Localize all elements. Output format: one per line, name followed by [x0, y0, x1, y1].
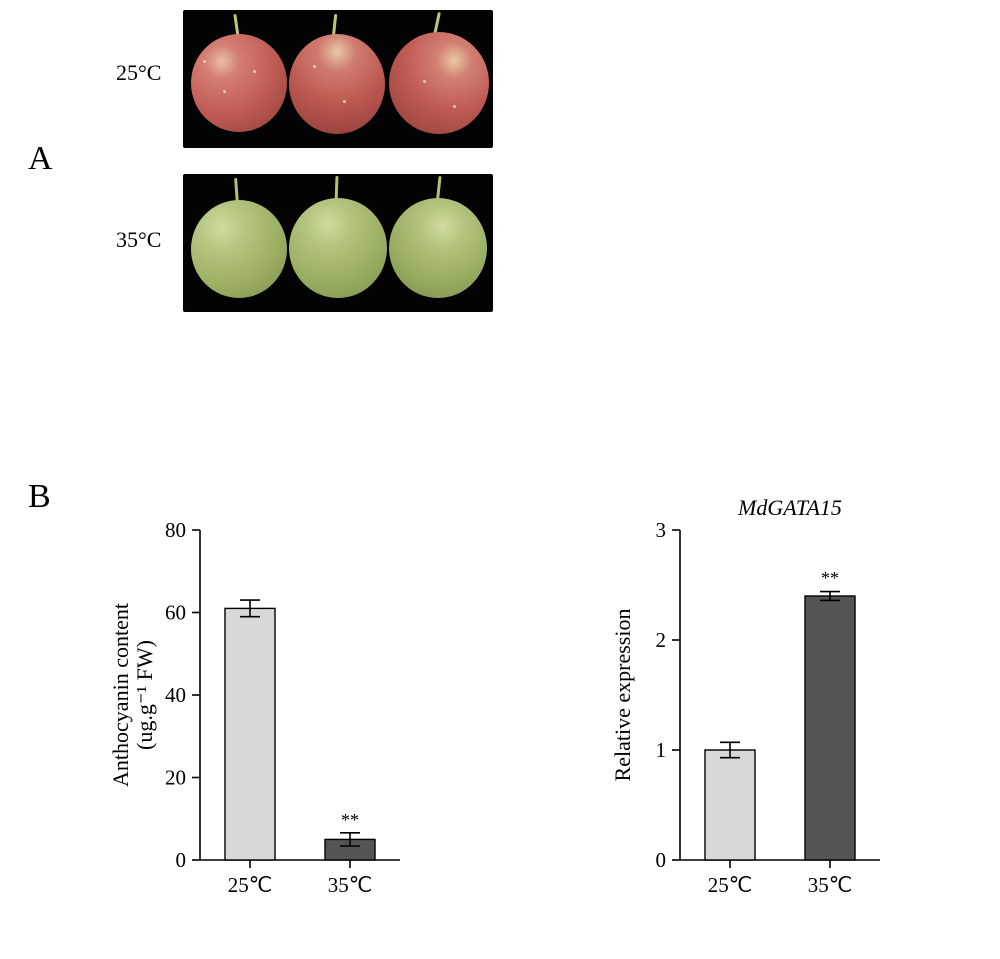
chart2-ytick-1: 1: [656, 738, 667, 762]
chart2-ytick-0: 0: [656, 848, 667, 872]
chart1-plot: 0 20 40 60 80: [108, 518, 400, 897]
photo-25c: [183, 10, 493, 148]
chart2-title: MdGATA15: [690, 495, 890, 521]
chart1-ytick-0: 0: [176, 848, 187, 872]
chart2-bars: **: [705, 568, 855, 860]
chart1-ytick-80: 80: [165, 518, 186, 542]
chart1-ytick-60: 60: [165, 601, 186, 625]
chart2-yticks: 0 1 2 3: [656, 518, 681, 872]
panel-a-temp-25: 25°C: [116, 60, 161, 86]
chart1-sig-35: **: [341, 810, 359, 830]
chart1-yticks: 0 20 40 60 80: [165, 518, 200, 872]
chart2-sig-35: **: [821, 568, 839, 588]
chart2-bar-35: [805, 596, 855, 860]
chart2-x-25: 25℃: [708, 873, 753, 897]
panel-a-temp-35: 35°C: [116, 227, 161, 253]
chart1-ylabel2: (ug.g⁻¹ FW): [132, 640, 157, 750]
chart1-bars: **: [225, 600, 375, 860]
chart1-ylabel1: Anthocyanin content: [108, 603, 133, 787]
chart1-ytick-40: 40: [165, 683, 186, 707]
chart1-bar-25: [225, 608, 275, 860]
photo-35c: [183, 174, 493, 312]
chart-anthocyanin: 0 20 40 60 80: [100, 500, 460, 930]
chart-expression: MdGATA15 0 1 2 3: [600, 500, 930, 930]
chart2-x-35: 35℃: [808, 873, 853, 897]
chart2-ylabel: Relative expression: [610, 609, 635, 782]
chart2-plot: 0 1 2 3: [610, 518, 880, 897]
chart2-ytick-3: 3: [656, 518, 667, 542]
chart2-ytick-2: 2: [656, 628, 667, 652]
chart1-x-35: 35℃: [328, 873, 373, 897]
chart1-ytick-20: 20: [165, 766, 186, 790]
panel-a-letter: A: [28, 140, 53, 178]
chart2-bar-25: [705, 750, 755, 860]
chart1-x-25: 25℃: [228, 873, 273, 897]
panel-b-letter: B: [28, 478, 51, 516]
